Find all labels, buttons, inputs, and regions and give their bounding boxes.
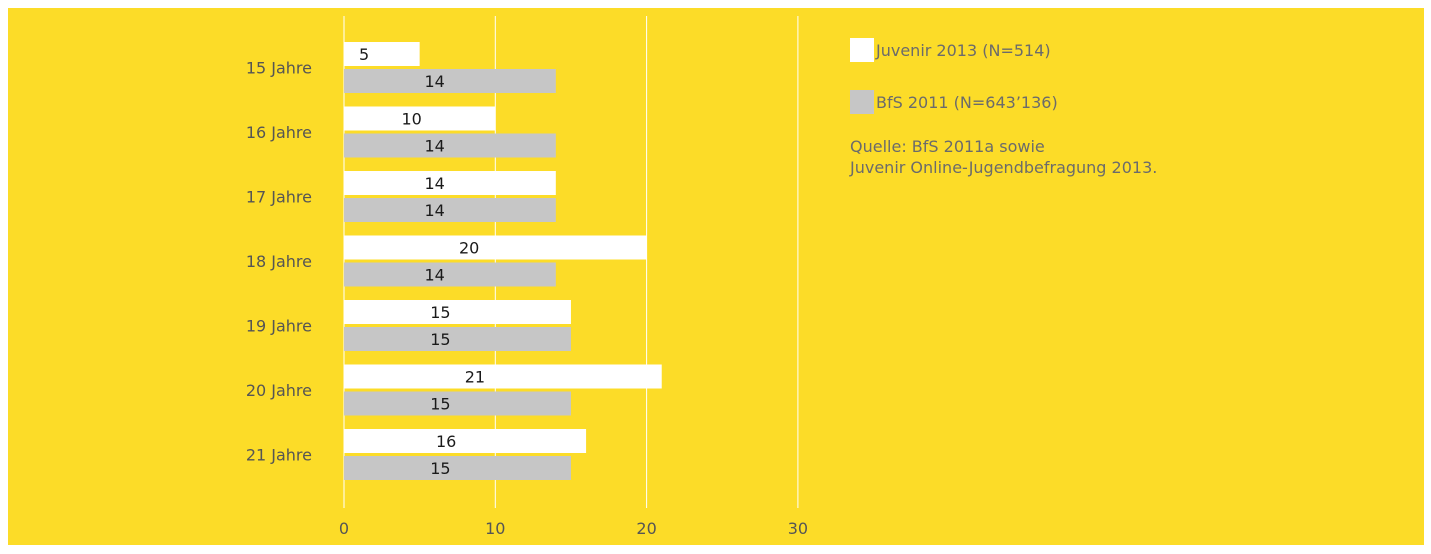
category-label-2: 17 Jahre [246, 188, 312, 207]
legend-label-bfs: BfS 2011 (N=643’136) [876, 92, 1058, 112]
tick-label-10: 10 [485, 519, 505, 538]
bar-juvenir-1 [344, 106, 496, 131]
data-label-juvenir-1: 10 [401, 110, 421, 129]
bar-juvenir-5 [344, 364, 662, 389]
data-label-bfs-6: 15 [430, 459, 450, 478]
data-label-juvenir-5: 21 [465, 368, 485, 387]
bar-juvenir-3 [344, 235, 647, 260]
source-line-2: Juvenir Online-Jugendbefragung 2013. [850, 158, 1158, 177]
category-label-0: 15 Jahre [246, 59, 312, 78]
category-label-1: 16 Jahre [246, 123, 312, 142]
bar-bfs-2 [344, 198, 556, 222]
data-label-bfs-5: 15 [430, 395, 450, 414]
bar-juvenir-6 [344, 429, 587, 453]
category-label-4: 19 Jahre [246, 317, 312, 336]
bar-bfs-5 [344, 391, 571, 416]
data-label-bfs-0: 14 [424, 72, 444, 91]
data-label-bfs-3: 14 [424, 266, 444, 285]
category-label-3: 18 Jahre [246, 252, 312, 271]
legend-swatch-bfs [850, 90, 874, 114]
tick-label-30: 30 [788, 519, 808, 538]
category-label-5: 20 Jahre [246, 381, 312, 400]
bar-bfs-3 [344, 262, 556, 287]
legend-item-juvenir: Juvenir 2013 (N=514) [850, 38, 1157, 62]
data-label-bfs-1: 14 [424, 137, 444, 156]
bar-bfs-1 [344, 133, 556, 158]
legend-item-bfs: BfS 2011 (N=643’136) [850, 90, 1157, 114]
bar-juvenir-2 [344, 171, 556, 195]
bar-bfs-6 [344, 456, 571, 480]
legend-label-juvenir: Juvenir 2013 (N=514) [876, 40, 1051, 60]
data-label-juvenir-4: 15 [430, 303, 450, 322]
bar-juvenir-0 [344, 42, 420, 66]
chart-panel: 5 14 15 Jahre 10 14 16 Jahre 14 14 17 Jahre 20 14 1… [8, 8, 1424, 545]
source-line-1: Quelle: BfS 2011a sowie [850, 137, 1045, 156]
legend-swatch-juvenir [850, 38, 874, 62]
data-label-bfs-4: 15 [430, 330, 450, 349]
data-label-juvenir-6: 16 [436, 432, 456, 451]
bar-juvenir-4 [344, 300, 571, 324]
source-note: Quelle: BfS 2011a sowie Juvenir Online-J… [850, 136, 1157, 178]
data-label-bfs-2: 14 [424, 201, 444, 220]
category-label-6: 21 Jahre [246, 446, 312, 465]
data-label-juvenir-0: 5 [359, 45, 369, 64]
bar-bfs-4 [344, 327, 571, 351]
tick-label-0: 0 [339, 519, 349, 538]
tick-label-20: 20 [636, 519, 656, 538]
legend: Juvenir 2013 (N=514) BfS 2011 (N=643’136… [850, 38, 1157, 178]
data-label-juvenir-2: 14 [424, 174, 444, 193]
data-label-juvenir-3: 20 [459, 239, 479, 258]
bar-bfs-0 [344, 69, 556, 93]
